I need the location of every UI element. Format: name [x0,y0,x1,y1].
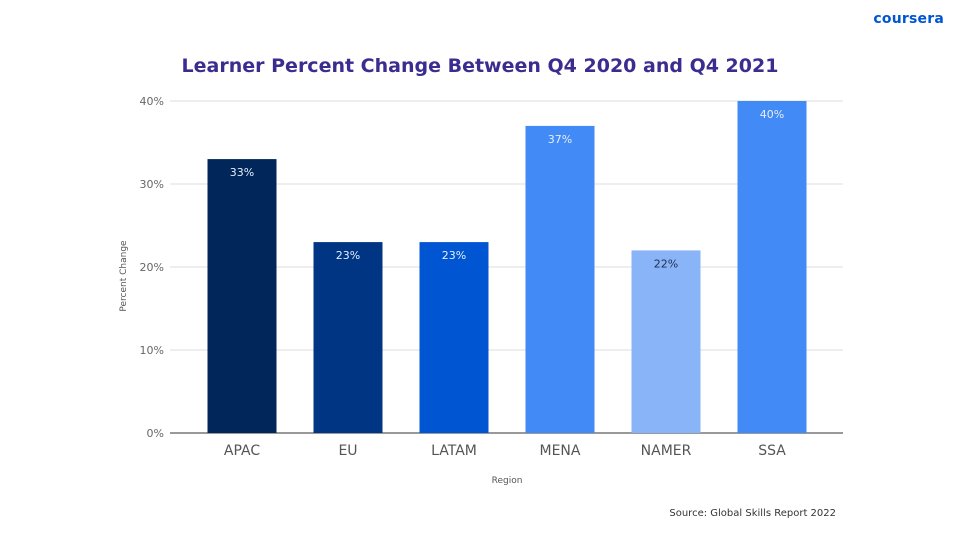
data-label: 37% [548,133,572,146]
data-label: 23% [442,249,466,262]
data-label: 40% [760,108,784,121]
gridlines: 0% 10% 20% 30% 40% [140,95,843,440]
y-tick-label: 20% [140,261,164,274]
bar-latam [419,242,489,433]
data-label: 23% [336,249,360,262]
bar-mena [525,125,595,434]
data-labels: 33% 23% 23% 37% 22% 40% [230,108,784,270]
x-tick-label: MENA [540,443,581,459]
bar-namer [631,250,701,433]
x-tick-labels: APAC EU LATAM MENA NAMER SSA [224,443,786,459]
y-axis-label: Percent Change [119,240,129,312]
bar-apac [207,159,277,433]
y-tick-label: 10% [140,344,164,357]
data-label: 22% [654,257,678,270]
bars [207,101,807,434]
y-tick-label: 40% [140,95,164,108]
x-tick-label: SSA [758,443,786,459]
bar-ssa [737,101,807,433]
y-tick-label: 0% [147,427,164,440]
x-tick-label: APAC [224,443,260,459]
y-tick-label: 30% [140,178,164,191]
x-axis-label: Region [492,476,523,486]
bar-eu [313,242,383,433]
source-note: Source: Global Skills Report 2022 [669,508,836,519]
x-tick-label: NAMER [641,443,692,459]
data-label: 33% [230,166,254,179]
coursera-logo: coursera [873,11,944,27]
x-tick-label: EU [338,443,357,459]
chart-title: Learner Percent Change Between Q4 2020 a… [181,55,779,77]
x-tick-label: LATAM [431,443,477,459]
